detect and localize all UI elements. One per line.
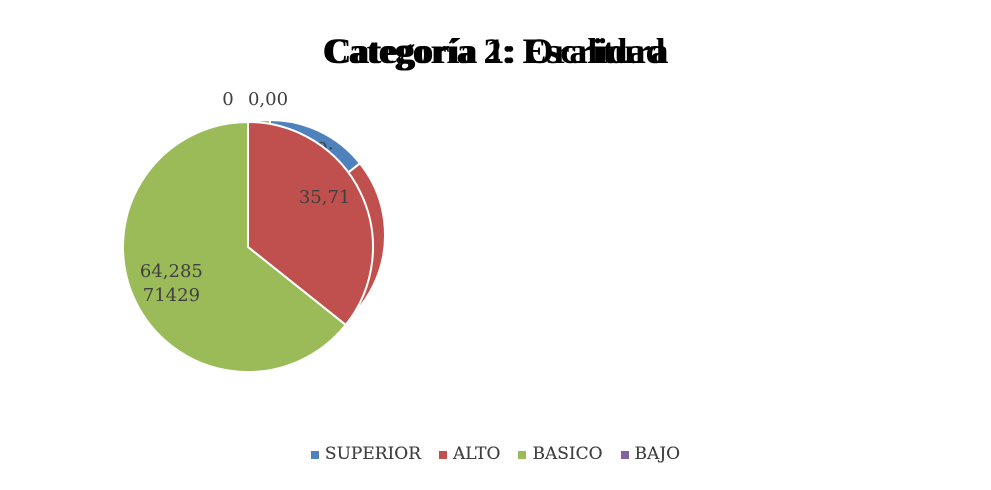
legend-label: SUPERIOR <box>324 444 421 464</box>
data-label: 35,71 <box>298 187 351 209</box>
legend-item: BASICO <box>518 444 603 464</box>
legend-swatch <box>518 450 527 459</box>
legend-label: ALTO <box>453 444 501 464</box>
data-label: 64,28571429 <box>139 260 203 306</box>
legend-label: BASICO <box>532 444 603 464</box>
pie <box>122 120 374 373</box>
legend-label: BAJO <box>634 444 681 464</box>
data-label: 0,00 <box>247 88 289 110</box>
legend-label: BAJO <box>634 444 681 464</box>
chart-title: Categoría 1: Oralidad <box>325 31 666 71</box>
legend-label: ALTO <box>453 444 501 464</box>
legend-swatch <box>310 450 319 459</box>
pie-slice <box>122 120 348 373</box>
chart-title: Categoría 2: Escritura <box>322 31 669 71</box>
legend-item: BAJO <box>620 444 681 464</box>
data-label: 0 <box>222 88 234 110</box>
legend-swatch <box>620 450 629 459</box>
legend-item: SUPERIOR <box>310 444 421 464</box>
pie-slice <box>247 120 374 327</box>
legend-label: SUPERIOR <box>324 444 421 464</box>
legend-swatch <box>439 450 447 459</box>
legend-label: BASICO <box>532 444 603 464</box>
legend: SUPERIOR ALTO BASICO BAJO <box>0 444 991 464</box>
legend-item: ALTO <box>439 444 500 464</box>
